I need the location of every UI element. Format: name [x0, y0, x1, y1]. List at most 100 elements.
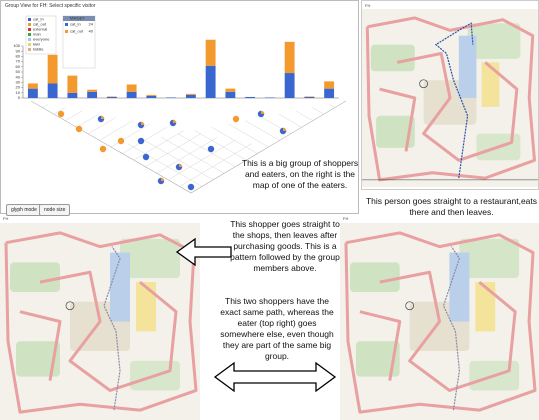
bar-segment [27, 88, 38, 98]
visitor-glyph-slice [101, 115, 105, 119]
map-marker [405, 301, 415, 311]
grid-edge [190, 100, 347, 194]
bar-segment [146, 95, 157, 98]
map-path [365, 16, 536, 182]
target-label: cat_in [70, 22, 81, 27]
target-header-bg [63, 16, 95, 21]
target-swatch [65, 30, 68, 33]
target-label: cat_out [70, 29, 84, 34]
panel-title: Group View for FH: Select specific visit… [5, 3, 96, 9]
map-path [19, 310, 62, 381]
grid-line [278, 113, 302, 128]
bar-segment [27, 83, 38, 89]
map-water [449, 252, 470, 322]
map-path [344, 231, 537, 414]
map-area [355, 341, 400, 377]
bar-segment [87, 91, 98, 98]
bar-segment [245, 96, 256, 98]
target-box [62, 15, 96, 69]
grid-line [178, 133, 236, 167]
grid-line [211, 127, 258, 154]
target-swatch [65, 23, 68, 26]
map-area [16, 341, 60, 377]
y-tick-label: 40 [16, 74, 21, 79]
map-water [110, 252, 130, 322]
bar-segment [185, 94, 196, 98]
caption: This person goes straight to a restauran… [365, 196, 538, 217]
grid-line [133, 130, 184, 161]
annotation: This is a big group of shoppers and eate… [241, 158, 359, 190]
grid-line [99, 120, 133, 141]
map-path [39, 270, 178, 392]
visitor-glyph-slice [141, 121, 145, 125]
legend-label: external [33, 27, 47, 32]
double-arrow [213, 361, 337, 393]
map-building [136, 282, 156, 332]
map-path [359, 310, 402, 381]
bar-segment [146, 94, 157, 96]
visitor-glyph [75, 125, 83, 133]
grid-line [65, 110, 82, 121]
y-tick-label: 20 [16, 85, 21, 90]
target-value: 24 [89, 22, 94, 27]
target-header: TARGET [69, 16, 85, 21]
legend-swatch [28, 28, 31, 31]
grid-line [127, 143, 203, 187]
legend-label: kiwi [33, 42, 40, 47]
grid-edge [30, 100, 192, 194]
legend-swatch [28, 18, 31, 21]
legend-label: cat_in [33, 17, 44, 22]
map-area [459, 238, 520, 279]
legend-swatch [28, 23, 31, 26]
bar-segment [205, 39, 216, 66]
legend-label: cat_out [33, 22, 47, 27]
bar-segment [166, 97, 177, 98]
bar-segment [205, 65, 216, 98]
grid-line [145, 133, 201, 167]
grid-line [161, 136, 225, 174]
map-water [458, 35, 477, 98]
map-panel: FH [361, 0, 539, 190]
bar-segment [67, 75, 78, 93]
legend-swatch [28, 33, 31, 36]
node-size-button[interactable]: node size [39, 204, 71, 216]
y-tick-label: 80 [16, 53, 21, 58]
grid-line [245, 120, 280, 141]
visitor-glyph-slice [173, 119, 177, 123]
bar-segment [324, 88, 335, 98]
visitor-glyph [99, 145, 107, 153]
bar-segment [126, 84, 137, 92]
visitor-glyph [207, 145, 215, 153]
map-label: FH [365, 3, 371, 8]
grid-line [76, 113, 99, 128]
map-building [475, 282, 496, 332]
y-tick-label: 50 [16, 69, 21, 74]
bar-segment [106, 96, 117, 97]
grid-line [194, 130, 247, 161]
grid-line [228, 123, 269, 148]
map-label: FH [343, 216, 349, 221]
grid-line [156, 136, 218, 174]
bar-segment [47, 83, 58, 98]
map [0, 223, 200, 420]
legend-swatch [28, 43, 31, 46]
bar-segment [106, 96, 117, 98]
map-panel: FH [340, 215, 539, 420]
grid-line [261, 117, 291, 135]
visitor-route [103, 246, 121, 411]
map-area [10, 262, 60, 292]
grid-line [312, 107, 324, 115]
visitor-glyph-slice [283, 127, 287, 131]
map-area [120, 238, 180, 279]
grid-line [329, 104, 336, 108]
map-area [467, 23, 521, 59]
visitor-glyph [137, 137, 145, 145]
grid-line [53, 107, 66, 115]
map [362, 9, 538, 187]
group-view-panel: Group View for FH: Select specific visit… [0, 0, 359, 216]
map-label: FH [3, 216, 9, 221]
visitor-glyph [57, 110, 65, 118]
visitor-glyph-slice [179, 163, 183, 167]
visitor-glyph [187, 183, 195, 191]
grid-line [179, 143, 252, 187]
